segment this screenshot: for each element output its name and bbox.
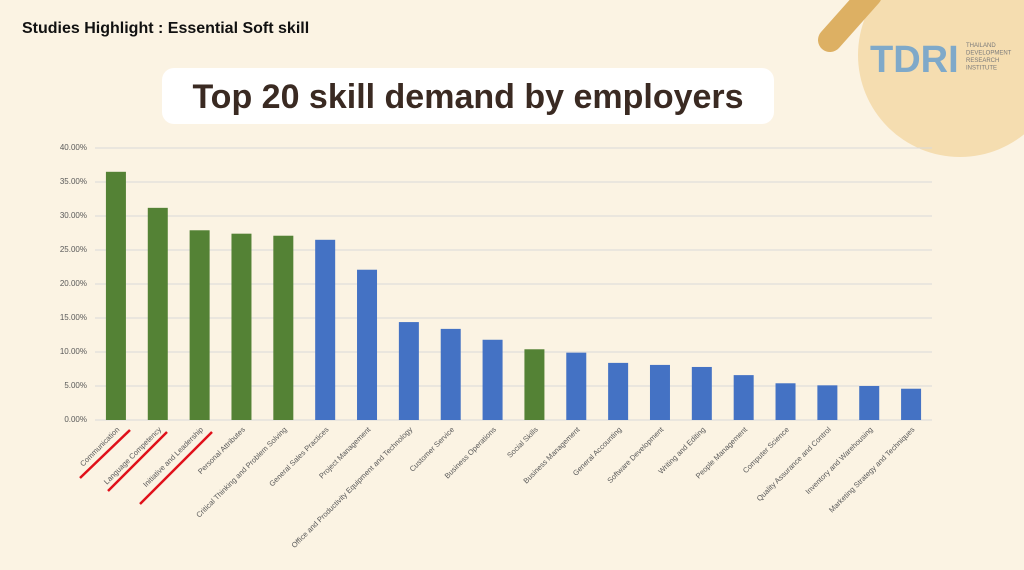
x-tick-label: Customer Service xyxy=(408,425,457,474)
bar xyxy=(357,269,378,420)
y-tick-label: 30.00% xyxy=(60,211,87,220)
x-tick-label: Marketing Strategy and Techniques xyxy=(827,425,917,515)
x-tick-label: Quality Assurance and Control xyxy=(755,425,833,503)
x-tick-label: Social Skills xyxy=(505,425,540,460)
y-tick-label: 5.00% xyxy=(64,381,87,390)
bar xyxy=(524,349,545,420)
y-tick-label: 20.00% xyxy=(60,279,87,288)
logo-subtitle-line: INSTITUTE xyxy=(966,66,997,72)
annotation-underline xyxy=(79,429,131,479)
bar xyxy=(105,171,126,420)
annotation-underline xyxy=(139,431,213,505)
bar xyxy=(649,364,670,420)
logo-subtitle-line: THAILAND xyxy=(966,43,996,49)
decor-bar xyxy=(818,0,881,52)
bar xyxy=(817,385,838,420)
bar xyxy=(859,386,880,420)
bar xyxy=(691,366,712,420)
title-box xyxy=(162,68,774,124)
chart-title: Top 20 skill demand by employers xyxy=(192,78,743,116)
bar xyxy=(608,362,629,420)
annotation-underlines xyxy=(79,429,213,505)
logo-subtitle-line: DEVELOPMENT xyxy=(966,51,1012,57)
y-tick-label: 25.00% xyxy=(60,245,87,254)
y-tick-label: 40.00% xyxy=(60,143,87,152)
bar xyxy=(315,239,336,420)
bar xyxy=(231,233,252,420)
x-tick-label: Critical Thinking and Problem Solving xyxy=(194,425,288,519)
bar xyxy=(566,352,587,420)
y-tick-label: 15.00% xyxy=(60,313,87,322)
bar xyxy=(775,383,796,420)
bar xyxy=(189,230,210,420)
x-tick-label: Communication xyxy=(78,425,121,468)
bar xyxy=(398,322,419,420)
annotation-underline xyxy=(107,431,168,492)
logo: TDRI xyxy=(870,39,959,81)
bar xyxy=(147,207,168,420)
y-tick-label: 10.00% xyxy=(60,347,87,356)
kicker: Studies Highlight : Essential Soft skill xyxy=(22,20,309,37)
bar xyxy=(901,388,922,420)
bar xyxy=(440,328,461,420)
x-tick-label: Inventory and Warehousing xyxy=(804,425,875,496)
decor-circle xyxy=(858,0,1024,157)
bar xyxy=(482,339,503,420)
bar xyxy=(273,235,294,420)
y-tick-label: 0.00% xyxy=(64,415,87,424)
bar xyxy=(733,375,754,420)
y-tick-label: 35.00% xyxy=(60,177,87,186)
logo-subtitle-line: RESEARCH xyxy=(966,58,999,64)
